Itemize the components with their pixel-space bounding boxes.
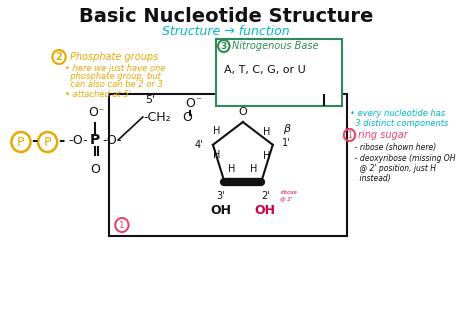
- Text: H: H: [213, 150, 220, 160]
- Text: OH: OH: [255, 204, 276, 217]
- Text: H: H: [228, 164, 236, 174]
- Text: 2': 2': [261, 191, 270, 201]
- Text: H: H: [250, 164, 257, 174]
- Text: 1': 1': [283, 138, 291, 148]
- Text: Nitrogenous Base: Nitrogenous Base: [232, 41, 319, 51]
- Text: OH: OH: [210, 204, 231, 217]
- Text: Phosphate groups: Phosphate groups: [70, 52, 158, 62]
- Text: -O-: -O-: [103, 134, 122, 146]
- Text: O: O: [91, 163, 100, 176]
- Text: instead): instead): [349, 174, 390, 183]
- Text: H: H: [213, 126, 220, 136]
- Text: A, T, C, G, or U: A, T, C, G, or U: [224, 65, 306, 75]
- Text: P: P: [44, 135, 51, 148]
- Text: 3': 3': [216, 191, 225, 201]
- Text: 1: 1: [347, 131, 352, 139]
- Text: ribose
@ 2': ribose @ 2': [281, 190, 297, 201]
- Text: Basic Nucleotide Structure: Basic Nucleotide Structure: [79, 7, 373, 26]
- Text: -CH₂: -CH₂: [144, 111, 172, 124]
- Text: 5': 5': [146, 95, 155, 105]
- Text: P: P: [17, 135, 25, 148]
- Text: • attached at 5': • attached at 5': [65, 89, 131, 98]
- Text: can also can be 2 or 3: can also can be 2 or 3: [65, 79, 163, 88]
- Text: O: O: [185, 97, 195, 110]
- Text: 3 distinct components: 3 distinct components: [349, 119, 448, 128]
- FancyBboxPatch shape: [216, 39, 342, 106]
- Text: @ 2' position, just H: @ 2' position, just H: [349, 163, 436, 173]
- Text: 4': 4': [195, 140, 203, 150]
- Text: O: O: [182, 111, 192, 124]
- Text: -: -: [31, 133, 37, 147]
- Text: -O-: -O-: [69, 134, 88, 146]
- Text: - deoxyribose (missing OH: - deoxyribose (missing OH: [349, 153, 455, 162]
- Text: 1: 1: [119, 220, 125, 229]
- Text: P: P: [90, 133, 100, 147]
- Text: H: H: [264, 127, 271, 137]
- Text: - ribose (shown here): - ribose (shown here): [349, 142, 436, 151]
- Text: • here we just have one: • here we just have one: [65, 64, 165, 72]
- Text: β: β: [283, 124, 290, 134]
- Text: phosphate group, but: phosphate group, but: [65, 71, 161, 80]
- FancyBboxPatch shape: [109, 94, 346, 236]
- Text: O: O: [238, 107, 247, 117]
- Text: 2: 2: [55, 52, 63, 62]
- Text: ⁻: ⁻: [99, 107, 103, 117]
- Text: ⁻: ⁻: [195, 96, 201, 106]
- Text: -: -: [58, 133, 64, 147]
- Text: • every nucleotide has: • every nucleotide has: [349, 109, 445, 118]
- Text: 3: 3: [221, 42, 227, 51]
- Text: Structure → function: Structure → function: [162, 25, 290, 38]
- Text: ring sugar: ring sugar: [358, 130, 408, 140]
- Text: H: H: [264, 151, 271, 161]
- Text: O: O: [88, 106, 98, 119]
